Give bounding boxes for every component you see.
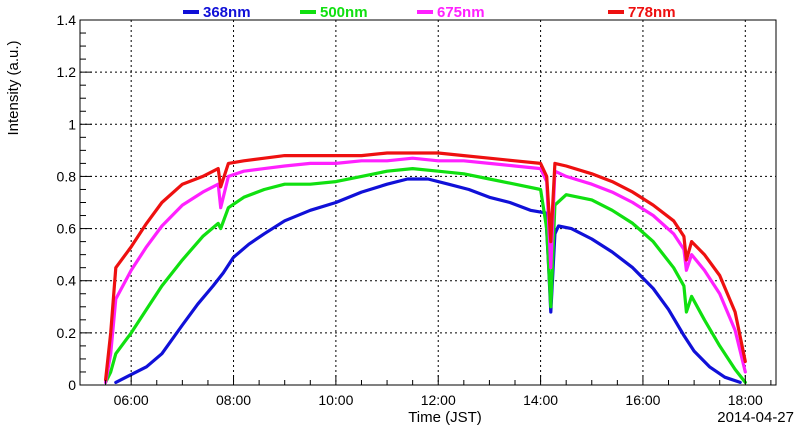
legend-label-500nm: 500nm xyxy=(320,4,368,21)
x-tick-label: 16:00 xyxy=(625,392,660,408)
y-tick-label: 0.2 xyxy=(57,325,77,341)
y-tick-label: 1.4 xyxy=(57,12,77,28)
series-line-675nm xyxy=(104,156,747,384)
legend-label-778nm: 778nm xyxy=(628,4,676,21)
legend-label-368nm: 368nm xyxy=(203,4,251,21)
ticks: 06:00 08:00 10:00 12:00 14:00 16:00 18:00 0 0.2 0… xyxy=(57,12,772,408)
x-tick-label: 12:00 xyxy=(421,392,456,408)
x-tick-label: 08:00 xyxy=(216,392,251,408)
y-tick-label: 0.6 xyxy=(57,221,77,237)
date-label: 2014-04-27 xyxy=(717,409,794,426)
series-layer xyxy=(104,151,747,384)
x-tick-label: 14:00 xyxy=(523,392,558,408)
x-tick-label: 18:00 xyxy=(728,392,763,408)
series-line-500nm xyxy=(104,167,747,384)
series-line-778nm xyxy=(104,151,747,382)
x-tick-label: 10:00 xyxy=(318,392,353,408)
grid xyxy=(80,20,776,385)
y-tick-label: 0.8 xyxy=(57,168,77,184)
y-tick-label: 0.4 xyxy=(57,273,77,289)
y-axis-title: Intensity (a.u.) xyxy=(5,40,22,135)
legend-label-675nm: 675nm xyxy=(437,4,485,21)
x-tick-label: 06:00 xyxy=(114,392,149,408)
series-line-368nm xyxy=(114,177,742,384)
x-axis-title: Time (JST) xyxy=(408,409,482,426)
legend: 368nm 500nm 675nm 778nm xyxy=(183,4,676,21)
y-tick-label: 1.2 xyxy=(57,64,77,80)
y-tick-label: 0 xyxy=(68,377,76,393)
y-tick-label: 1 xyxy=(68,116,76,132)
